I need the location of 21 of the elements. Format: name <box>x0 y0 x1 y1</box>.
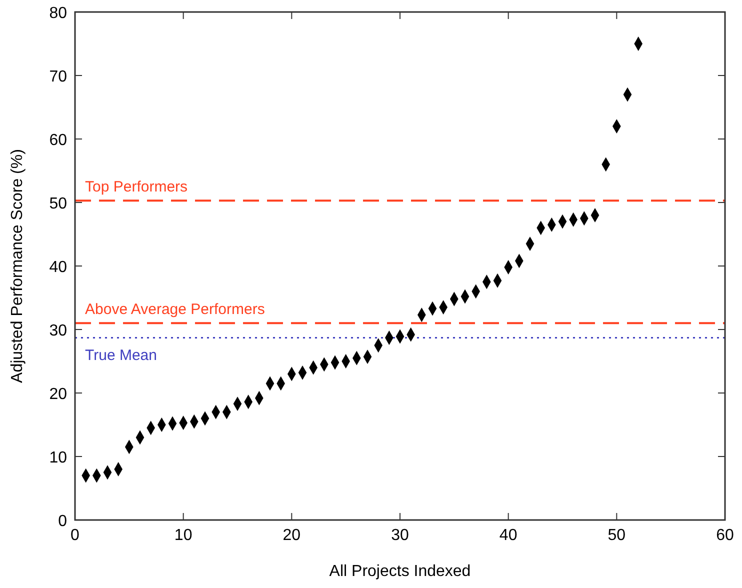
x-tick-label: 20 <box>282 527 301 544</box>
x-axis-title: All Projects Indexed <box>329 563 471 580</box>
x-tick-label: 40 <box>499 527 518 544</box>
ref-line-label: Above Average Performers <box>85 301 265 318</box>
y-tick-label: 10 <box>49 450 68 466</box>
y-tick-label: 50 <box>49 196 68 212</box>
y-tick-label: 20 <box>49 386 68 403</box>
y-tick-label: 40 <box>49 259 68 276</box>
y-tick-label: 80 <box>49 5 68 22</box>
y-axis-title: Adjusted Performance Score (%) <box>9 149 26 383</box>
y-tick-label: 0 <box>58 513 68 530</box>
y-tick-label: 30 <box>49 322 68 340</box>
y-tick-label: 60 <box>49 132 68 149</box>
y-tick-label: 70 <box>49 68 68 86</box>
x-tick-label: 50 <box>608 527 626 544</box>
ref-line-label: True Mean <box>85 346 157 364</box>
x-tick-label: 0 <box>70 527 80 544</box>
ref-line-label: Top Performers <box>85 178 188 196</box>
x-tick-label: 60 <box>716 527 734 544</box>
x-tick-label: 30 <box>391 527 409 544</box>
x-tick-label: 10 <box>174 527 192 544</box>
